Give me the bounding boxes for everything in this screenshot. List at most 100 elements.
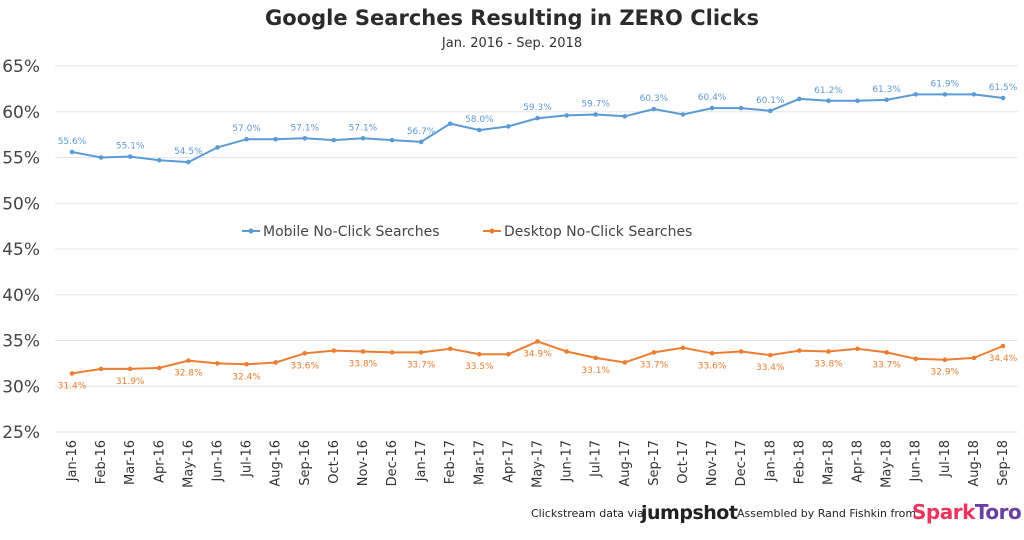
series: 55.6% 55.1% 54.5% 57.0% 57.1% 57.1% 56.7% 58.0%… — [58, 79, 1018, 391]
data-label: 33.4% — [756, 363, 785, 373]
x-tick-label: Jun-16 — [210, 440, 225, 483]
data-point — [564, 349, 569, 354]
data-point — [680, 345, 686, 351]
data-label: 33.7% — [640, 360, 669, 370]
legend-dot-mobile — [248, 228, 254, 234]
y-tick-label: 35% — [2, 332, 40, 352]
x-tick-label: Sep-18 — [996, 440, 1011, 486]
x-tick-label: May-17 — [531, 440, 546, 488]
data-label: 32.4% — [232, 372, 261, 382]
legend-label-desktop: Desktop No-Click Searches — [504, 224, 692, 240]
y-tick-label: 65% — [2, 57, 40, 77]
x-tick-label: Jul-18 — [938, 440, 953, 478]
jumpshot-logo: jumpshot — [641, 502, 738, 524]
data-point — [418, 139, 424, 145]
data-point — [651, 350, 657, 355]
data-point — [855, 346, 860, 352]
x-tick-label: Dec-17 — [734, 440, 749, 486]
chart-title: Google Searches Resulting in ZERO Clicks — [265, 6, 759, 30]
y-tick-label: 30% — [2, 377, 40, 397]
data-point — [622, 114, 628, 119]
x-tick-label: Aug-16 — [269, 440, 284, 487]
legend: Mobile No-Click Searches Desktop No-Clic… — [242, 224, 692, 240]
y-tick-label: 40% — [2, 286, 40, 306]
data-point — [244, 136, 249, 142]
data-point — [593, 355, 598, 361]
data-label: 60.3% — [640, 94, 669, 104]
data-point — [389, 137, 395, 143]
legend-label-mobile: Mobile No-Click Searches — [263, 224, 440, 240]
data-point — [942, 92, 948, 97]
data-label: 34.4% — [989, 354, 1018, 364]
data-point — [186, 358, 191, 363]
data-point — [273, 136, 278, 142]
x-tick-label: Oct-17 — [676, 440, 691, 484]
data-point — [273, 360, 278, 365]
data-point — [477, 127, 482, 133]
y-tick-label: 45% — [2, 240, 40, 260]
data-point — [738, 105, 744, 111]
data-point — [797, 96, 802, 102]
chart-subtitle: Jan. 2016 - Sep. 2018 — [441, 36, 582, 51]
x-tick-label: Oct-16 — [327, 440, 342, 484]
data-label: 33.7% — [407, 360, 436, 370]
data-label: 57.0% — [232, 124, 261, 134]
x-tick-label: Dec-16 — [385, 440, 400, 486]
data-label: 33.1% — [581, 366, 610, 376]
data-label: 61.2% — [814, 86, 843, 96]
x-tick-label: Apr-16 — [152, 440, 167, 483]
x-tick-label: Aug-17 — [618, 440, 633, 487]
data-point — [884, 350, 889, 355]
data-point — [767, 352, 773, 358]
data-point — [215, 145, 220, 150]
data-point — [535, 339, 540, 344]
x-tick-label: Nov-17 — [705, 440, 720, 486]
data-point — [98, 155, 104, 160]
x-tick-label: Apr-17 — [501, 440, 516, 483]
data-label: 31.4% — [58, 381, 87, 391]
data-point — [331, 137, 337, 143]
data-point — [127, 154, 133, 159]
data-point — [826, 98, 831, 104]
data-point — [331, 348, 337, 353]
data-label: 33.6% — [290, 361, 319, 371]
x-tick-label: Feb-16 — [94, 440, 109, 484]
data-label: 60.1% — [756, 96, 785, 106]
data-point — [69, 149, 75, 155]
data-point — [447, 121, 453, 126]
data-point — [127, 366, 133, 372]
data-point — [360, 135, 366, 141]
data-point — [971, 355, 977, 361]
data-label: 33.5% — [465, 362, 494, 372]
data-label: 60.4% — [698, 93, 727, 103]
gridlines — [55, 65, 1018, 433]
data-point — [302, 351, 308, 356]
data-point — [506, 124, 511, 129]
x-tick-label: May-16 — [181, 440, 196, 488]
data-label: 57.1% — [349, 123, 378, 133]
x-tick-label: May-18 — [880, 440, 895, 488]
data-point — [389, 350, 395, 355]
y-tick-label: 25% — [2, 423, 40, 443]
data-point — [564, 113, 569, 118]
sparktoro-logo-part2: Toro — [974, 500, 1022, 524]
x-tick-label: Aug-18 — [967, 440, 982, 487]
data-label: 59.7% — [581, 99, 610, 109]
data-point — [447, 346, 453, 352]
data-label: 54.5% — [174, 147, 203, 157]
data-point — [826, 349, 831, 354]
x-tick-label: Jan-17 — [414, 440, 429, 482]
data-point — [913, 92, 919, 97]
data-point — [855, 98, 860, 104]
data-label: 33.8% — [349, 359, 378, 369]
y-tick-label: 60% — [2, 103, 40, 123]
x-tick-label: Sep-16 — [298, 440, 313, 486]
y-tick-label: 50% — [2, 194, 40, 214]
data-label: 31.9% — [116, 377, 145, 387]
data-point — [622, 360, 628, 365]
data-point — [418, 350, 424, 355]
data-point — [156, 365, 162, 371]
sparktoro-logo-part1: Spark — [912, 500, 975, 524]
data-label: 33.6% — [698, 361, 727, 371]
